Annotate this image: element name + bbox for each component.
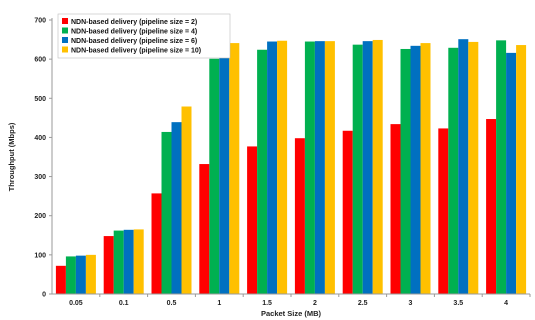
x-axis-title: Packet Size (MB) xyxy=(261,309,322,318)
bar-0.05-series-3 xyxy=(75,255,86,294)
x-tick-label: 1.5 xyxy=(262,300,272,307)
legend-label: NDN-based delivery (pipeline size = 10) xyxy=(71,47,201,54)
legend: NDN-based delivery (pipeline size = 2) ND… xyxy=(57,13,231,59)
bar-1.5-series-2 xyxy=(257,49,268,294)
bar-3.5-series-4 xyxy=(468,41,479,294)
y-tick-label: 600 xyxy=(34,57,46,64)
bar-3.5-series-3 xyxy=(458,39,469,295)
bar-0.1-series-2 xyxy=(113,230,124,294)
bar-4-series-4 xyxy=(516,45,527,294)
bar-1-series-2 xyxy=(209,58,220,294)
bar-3-series-3 xyxy=(410,45,421,294)
bar-3-series-1 xyxy=(390,124,401,295)
legend-swatch xyxy=(62,18,68,24)
bar-2.5-series-4 xyxy=(372,39,383,295)
bar-4-series-3 xyxy=(506,52,517,294)
y-tick-label: 200 xyxy=(34,213,46,220)
x-tick-label: 3.5 xyxy=(453,300,463,307)
bar-4-series-1 xyxy=(486,119,497,294)
x-tick-label: 1 xyxy=(217,300,221,307)
y-tick-label: 400 xyxy=(34,135,46,142)
legend-label: NDN-based delivery (pipeline size = 4) xyxy=(71,28,197,35)
bar-0.5-series-4 xyxy=(181,106,192,294)
bar-0.5-series-3 xyxy=(171,122,182,294)
bar-2.5-series-2 xyxy=(352,44,363,294)
y-tick-label: 700 xyxy=(34,18,46,25)
bar-3-series-4 xyxy=(420,43,431,295)
legend-swatch xyxy=(62,27,68,34)
bar-2-series-3 xyxy=(314,41,325,294)
y-axis-title: Throughput (Mbps) xyxy=(7,122,16,191)
bar-2.5-series-1 xyxy=(342,130,353,294)
bar-1.5-series-1 xyxy=(247,146,258,294)
bar-2-series-4 xyxy=(324,41,335,294)
bar-0.5-series-2 xyxy=(161,131,172,294)
bar-0.1-series-3 xyxy=(123,229,134,294)
x-tick-label: 0.5 xyxy=(167,300,177,307)
bar-2-series-1 xyxy=(294,138,305,294)
bar-0.05-series-4 xyxy=(85,254,96,294)
bar-3-series-2 xyxy=(400,48,411,294)
bar-0.05-series-1 xyxy=(55,265,66,294)
legend-swatch xyxy=(62,37,68,43)
y-tick-label: 300 xyxy=(34,174,46,181)
x-tick-label: 2 xyxy=(313,300,317,307)
bar-3.5-series-1 xyxy=(438,128,449,294)
bar-1-series-4 xyxy=(229,43,240,295)
bar-1.5-series-3 xyxy=(267,41,278,294)
x-tick-label: 0.1 xyxy=(119,300,129,307)
axes-layer: 0 100 200 300 400 500 600 700 0.05 0.1 0.5 1 1.5 2 2.5… xyxy=(34,18,531,307)
bar-3.5-series-2 xyxy=(448,47,459,294)
x-tick-label: 3 xyxy=(409,300,413,307)
bar-1-series-3 xyxy=(219,53,230,294)
bar-0.5-series-1 xyxy=(151,193,162,294)
legend-box xyxy=(57,13,231,59)
x-tick-label: 0.05 xyxy=(69,300,83,307)
bar-2.5-series-3 xyxy=(362,41,373,294)
bar-0.1-series-1 xyxy=(103,236,114,294)
legend-swatch xyxy=(62,46,68,53)
bar-1-series-1 xyxy=(199,164,210,294)
bar-1.5-series-4 xyxy=(277,40,288,294)
bar-0.05-series-2 xyxy=(65,256,76,294)
x-tick-label: 4 xyxy=(504,300,508,307)
bar-4-series-2 xyxy=(496,40,507,294)
legend-label: NDN-based delivery (pipeline size = 6) xyxy=(71,38,197,45)
x-tick-label: 2.5 xyxy=(358,300,368,307)
legend-label: NDN-based delivery (pipeline size = 2) xyxy=(71,19,197,26)
bars-layer xyxy=(55,39,527,295)
bar-0.1-series-4 xyxy=(133,229,144,294)
y-tick-label: 500 xyxy=(34,96,46,103)
y-tick-label: 0 xyxy=(42,292,46,299)
y-tick-label: 100 xyxy=(34,252,46,259)
bar-2-series-2 xyxy=(304,41,315,294)
